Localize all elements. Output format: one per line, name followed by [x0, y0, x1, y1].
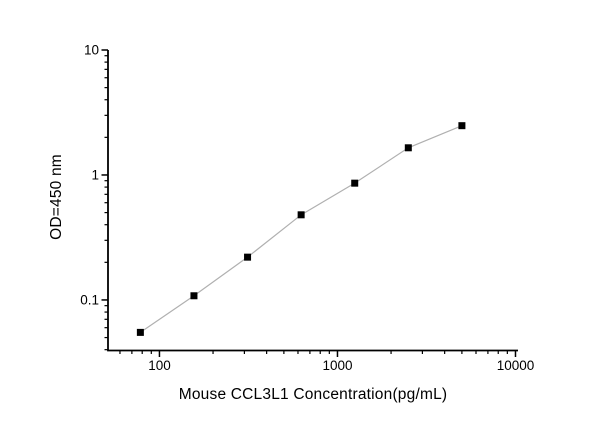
x-tick-label: 100 [148, 358, 171, 373]
data-point-marker [297, 211, 305, 219]
x-tick-label: 10000 [497, 358, 535, 373]
y-tick-label: 10 [84, 43, 99, 58]
y-tick-label: 1 [91, 167, 99, 182]
data-point-marker [190, 292, 198, 300]
data-point-marker [136, 328, 144, 336]
axis-frame [107, 50, 518, 352]
data-point-marker [244, 253, 252, 261]
y-tick-label: 0.1 [80, 292, 99, 307]
series-line [140, 125, 463, 333]
x-axis-title: Mouse CCL3L1 Concentration(pg/mL) [178, 386, 448, 403]
x-tick-label: 1000 [322, 358, 352, 373]
y-axis-ticks [101, 49, 108, 351]
x-axis-ticks [119, 350, 517, 357]
data-point-marker [351, 179, 359, 187]
y-axis-title: OD=450 nm [48, 154, 65, 240]
data-point-marker [404, 144, 412, 152]
data-point-marker [458, 122, 466, 130]
